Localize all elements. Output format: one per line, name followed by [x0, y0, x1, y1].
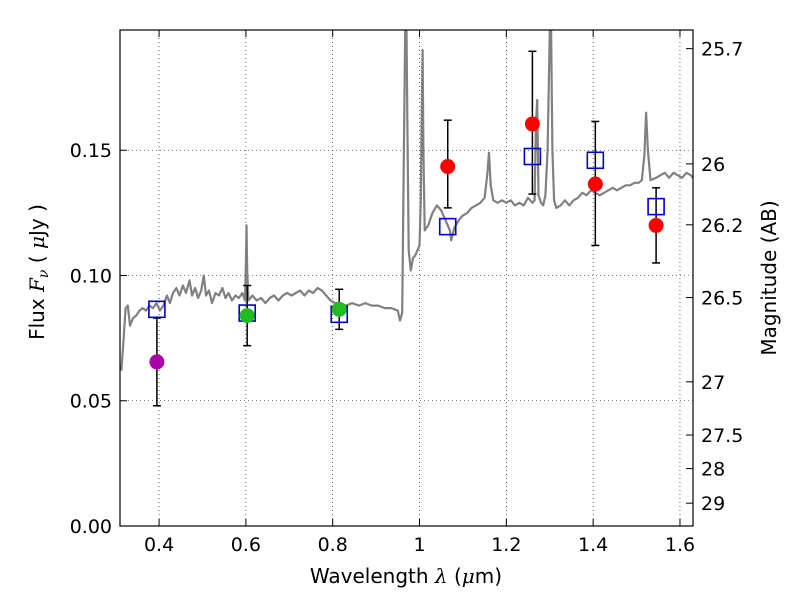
observed-photometry-point-red	[648, 217, 664, 233]
x-tick-label: 1	[413, 534, 425, 556]
model-photometry-box	[586, 151, 605, 170]
y-tick-label: 0.15	[70, 140, 112, 162]
y2-tick-label: 28	[701, 459, 725, 481]
model-photometry-box	[438, 217, 457, 236]
y2-tick-label: 25.7	[701, 39, 743, 61]
observed-photometry-point-red	[524, 116, 540, 132]
observed-photometry-point-green	[331, 301, 347, 317]
observed-photometry-point-green	[239, 308, 255, 324]
model-spectrum-group	[120, 30, 693, 371]
y2-tick-label: 26	[701, 154, 725, 176]
observed-photometry-point-red	[440, 159, 456, 175]
x-tick-label: 1.2	[491, 534, 521, 556]
observed-photometry-point-purple	[149, 354, 165, 370]
y2-axis-title: Magnitude (AB)	[757, 200, 781, 355]
model-photometry-boxes	[148, 147, 665, 324]
y2-tick-label: 27	[701, 372, 725, 394]
axis-ticks	[120, 30, 693, 527]
y2-tick-label: 26.2	[701, 215, 743, 237]
y-axis-title: Flux Fν ( μJy )	[25, 204, 52, 340]
observed-photometry-point-red	[587, 176, 603, 192]
x-tick-label: 1.6	[665, 534, 695, 556]
model-photometry-box	[647, 197, 665, 216]
y-tick-label: 0.05	[70, 391, 112, 413]
tick-labels: 0.4 0.6 0.8 1 1.2 1.4 1.6 0.00 0.05 0.10 0.15 25.7 2…	[70, 39, 744, 556]
x-axis-title: Wavelength λ (μm)	[310, 564, 502, 588]
y-tick-label: 0.10	[70, 265, 112, 287]
x-tick-label: 0.8	[318, 534, 348, 556]
y-tick-label: 0.00	[70, 516, 112, 538]
x-tick-label: 0.6	[231, 534, 261, 556]
model-spectrum-line	[120, 30, 693, 371]
y2-tick-label: 26.5	[701, 288, 743, 310]
y2-tick-label: 29	[701, 493, 725, 515]
x-tick-label: 1.4	[578, 534, 608, 556]
model-photometry-box	[523, 147, 542, 166]
x-tick-label: 0.4	[144, 534, 174, 556]
observed-photometry-points	[149, 116, 664, 370]
model-photometry-box	[148, 300, 166, 319]
y2-tick-label: 27.5	[701, 425, 743, 447]
plot-frame	[119, 29, 694, 527]
